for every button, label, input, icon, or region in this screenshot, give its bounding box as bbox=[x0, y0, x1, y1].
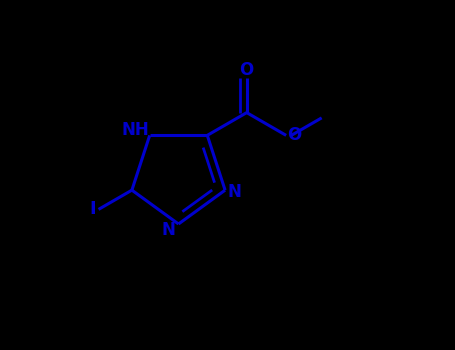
Text: I: I bbox=[89, 201, 96, 218]
Text: NH: NH bbox=[121, 121, 149, 139]
Text: N: N bbox=[162, 221, 176, 239]
Text: O: O bbox=[240, 61, 254, 79]
Text: O: O bbox=[287, 126, 301, 144]
Text: N: N bbox=[228, 183, 242, 201]
